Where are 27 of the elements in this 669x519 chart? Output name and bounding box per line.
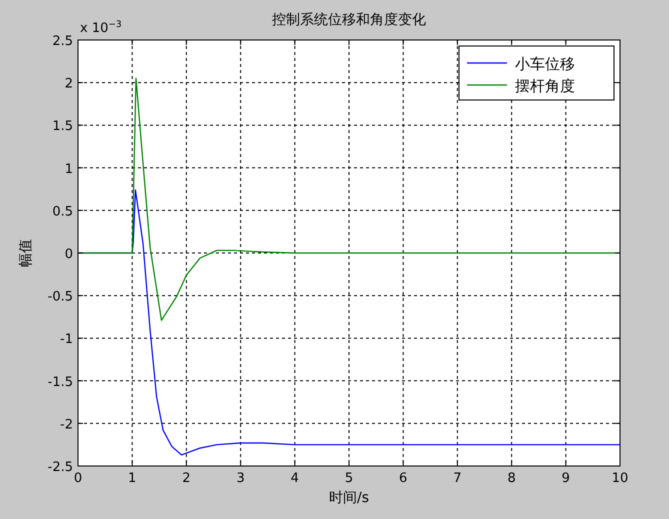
y-tick-label: 1.5 [52,119,73,134]
x-axis-title: 时间/s [328,490,370,506]
y-tick-label: 1 [64,162,73,177]
y-tick-label: 0 [64,247,73,262]
y-tick-label: -1 [60,332,73,348]
y-tick-label: -0.5 [48,290,73,305]
y-tick-label: 2.5 [52,34,73,49]
y-tick-label: -1.5 [48,374,73,390]
y-tick-label: -2.5 [48,460,73,475]
y-tick-label: 2 [64,76,73,92]
text: x 10$^{−3}$ [80,20,122,36]
chart-title: 控制系统位移和角度变化 [272,12,426,28]
y-tick-label: 0.5 [52,204,73,220]
x-tick-label: 10 [612,471,628,486]
x-tick-label: 6 [399,471,408,486]
x-tick-label: 9 [562,471,570,486]
x-tick-label: 4 [290,471,299,486]
y-tick-label: -2 [60,417,73,432]
x-tick-label: 3 [236,471,245,486]
x-tick-label: 2 [182,471,191,486]
x-tick-label: 5 [344,471,354,486]
legend-label: 摆杆角度 [515,77,575,95]
y-axis-title: 幅值 [18,239,34,267]
x-tick-label: 1 [128,471,136,486]
x-tick-label: 7 [453,471,462,486]
legend-label: 小车位移 [515,55,575,73]
x-tick-label: 8 [507,471,516,486]
